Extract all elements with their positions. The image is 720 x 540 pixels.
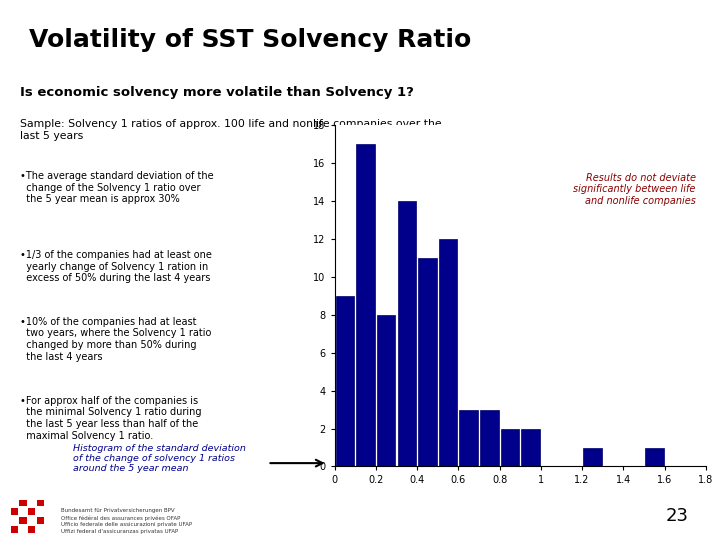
Bar <box>480 410 499 467</box>
Bar <box>397 201 416 467</box>
FancyBboxPatch shape <box>28 500 35 507</box>
FancyBboxPatch shape <box>37 517 44 524</box>
FancyBboxPatch shape <box>11 509 18 515</box>
Text: •The average standard deviation of the
  change of the Solvency 1 ratio over
  t: •The average standard deviation of the c… <box>20 171 214 205</box>
FancyBboxPatch shape <box>28 517 35 524</box>
Text: Sample: Solvency 1 ratios of approx. 100 life and nonlife companies over the
las: Sample: Solvency 1 ratios of approx. 100… <box>20 119 441 141</box>
FancyBboxPatch shape <box>37 526 44 532</box>
Bar <box>583 448 602 467</box>
Bar <box>459 410 478 467</box>
FancyBboxPatch shape <box>11 517 18 524</box>
Text: Bundesamt für Privatversicherungen BPV
Office fédéral des assurances privées OFA: Bundesamt für Privatversicherungen BPV O… <box>61 509 192 534</box>
FancyBboxPatch shape <box>19 517 27 524</box>
Bar <box>500 429 519 467</box>
FancyBboxPatch shape <box>19 509 27 515</box>
Text: Results do not deviate
significantly between life
and nonlife companies: Results do not deviate significantly bet… <box>573 173 696 206</box>
FancyBboxPatch shape <box>11 526 18 532</box>
Text: Is economic solvency more volatile than Solvency 1?: Is economic solvency more volatile than … <box>20 86 414 99</box>
Text: Volatility of SST Solvency Ratio: Volatility of SST Solvency Ratio <box>29 28 471 52</box>
Bar <box>336 296 354 467</box>
Text: Histogram of the standard deviation
of the change of solvency 1 ratios
around th: Histogram of the standard deviation of t… <box>73 443 246 474</box>
Bar <box>377 315 395 467</box>
FancyBboxPatch shape <box>28 509 35 515</box>
FancyBboxPatch shape <box>37 500 44 507</box>
FancyBboxPatch shape <box>19 526 27 532</box>
Text: •For 10% of the companies is the minimal solvency
  1 ratio during the last 5 ye: •For 10% of the companies is the minimal… <box>346 171 598 205</box>
Bar <box>418 258 437 467</box>
Text: •For approx half of the companies is
  the minimal Solvency 1 ratio during
  the: •For approx half of the companies is the… <box>20 396 202 441</box>
FancyBboxPatch shape <box>11 500 18 507</box>
Bar <box>645 448 664 467</box>
Text: 23: 23 <box>665 507 688 525</box>
FancyBboxPatch shape <box>28 526 35 532</box>
Bar <box>438 239 457 467</box>
FancyBboxPatch shape <box>37 509 44 515</box>
FancyBboxPatch shape <box>19 500 27 507</box>
Bar <box>356 144 375 467</box>
Bar <box>521 429 540 467</box>
Text: •1/3 of the companies had at least one
  yearly change of Solvency 1 ration in
 : •1/3 of the companies had at least one y… <box>20 250 212 284</box>
Text: •10% of the companies had at least
  two years, where the Solvency 1 ratio
  cha: •10% of the companies had at least two y… <box>20 317 212 362</box>
